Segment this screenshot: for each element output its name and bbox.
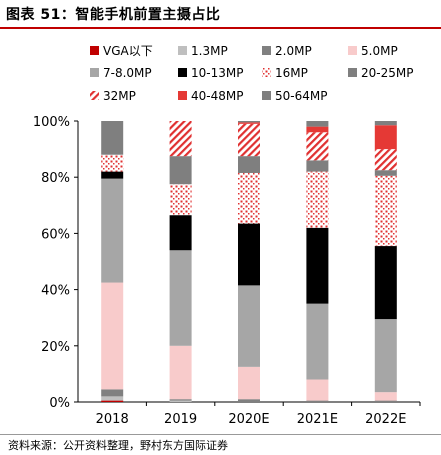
x-tick-label-2: 2020E — [228, 412, 269, 427]
bar-segment-2-8 — [238, 123, 260, 157]
bar-segment-4-8 — [374, 149, 397, 171]
x-tick-label-4: 2022E — [365, 412, 406, 427]
legend-label-9: 40-48MP — [191, 89, 243, 103]
bar-segment-1-6 — [169, 184, 192, 216]
bar-segment-4-2 — [374, 400, 397, 402]
bar-segment-3-7 — [306, 160, 329, 172]
bar-segment-4-6 — [374, 175, 397, 247]
bar-segment-1-3 — [169, 345, 192, 400]
bar-segment-4-9 — [374, 125, 397, 150]
bar-segment-1-2 — [169, 399, 192, 401]
source-divider — [0, 434, 441, 435]
bar-segment-3-8 — [306, 132, 329, 161]
bar-segment-4-5 — [374, 246, 397, 320]
bar-segment-3-10 — [306, 121, 329, 127]
bar-segment-3-9 — [306, 126, 329, 133]
legend-label-5: 10-13MP — [191, 66, 243, 80]
bar-segment-3-6 — [306, 171, 329, 228]
y-tick-label-4: 80% — [41, 171, 70, 186]
legend-label-2: 2.0MP — [275, 44, 312, 58]
y-tick-label-0: 0% — [49, 396, 70, 411]
legend-label-10: 50-64MP — [275, 89, 327, 103]
legend-swatch-10 — [262, 91, 271, 100]
bar-segment-3-2 — [306, 400, 329, 402]
bar-segment-0-7 — [101, 121, 124, 155]
y-tick-label-1: 20% — [41, 340, 70, 355]
legend-label-0: VGA以下 — [103, 44, 153, 58]
bar-segment-1-8 — [169, 121, 192, 157]
bar-segment-0-2 — [101, 389, 124, 397]
bar-segment-1-7 — [169, 156, 192, 185]
legend-swatch-7 — [348, 68, 357, 77]
x-tick-label-0: 2018 — [96, 412, 129, 427]
legend-swatch-3 — [348, 46, 357, 55]
bar-segment-1-1 — [169, 400, 192, 402]
legend-swatch-4 — [90, 68, 99, 77]
source-note: 资料来源：公开资料整理，野村东方国际证券 — [8, 439, 228, 452]
bar-segment-0-6 — [101, 154, 124, 172]
bar-segment-0-3 — [101, 282, 124, 390]
legend-label-1: 1.3MP — [191, 44, 228, 58]
bar-segment-2-4 — [238, 285, 260, 367]
chart-title: 图表 51：智能手机前置主摄占比 — [6, 7, 221, 23]
legend-label-7: 20-25MP — [361, 66, 413, 80]
legend-swatch-9 — [178, 91, 187, 100]
y-tick-label-2: 40% — [41, 284, 70, 299]
bar-segment-2-7 — [238, 156, 260, 173]
bar-segment-0-5 — [101, 171, 124, 179]
title-divider — [0, 27, 441, 29]
x-tick-label-3: 2021E — [297, 412, 338, 427]
bar-segment-2-10 — [238, 121, 260, 123]
bar-segment-2-6 — [238, 172, 260, 224]
bar-segment-4-4 — [374, 319, 397, 393]
legend-swatch-2 — [262, 46, 271, 55]
bar-segment-3-4 — [306, 303, 329, 380]
legend-swatch-5 — [178, 68, 187, 77]
legend-swatch-1 — [178, 46, 187, 55]
legend-label-4: 7-8.0MP — [103, 66, 152, 80]
legend-swatch-8 — [90, 91, 99, 100]
bar-segment-4-7 — [374, 170, 397, 176]
bar-segment-3-3 — [306, 379, 329, 401]
bar-segment-2-2 — [238, 399, 260, 402]
legend-swatch-0 — [90, 46, 99, 55]
bar-segment-2-3 — [238, 366, 260, 400]
bar-segment-2-9 — [238, 122, 260, 124]
bar-segment-1-5 — [169, 215, 192, 251]
legend-label-3: 5.0MP — [361, 44, 398, 58]
bar-segment-0-1 — [101, 396, 124, 401]
legend-label-6: 16MP — [275, 66, 308, 80]
bar-segment-4-10 — [374, 121, 397, 126]
bar-segment-0-0 — [101, 400, 124, 402]
bar-segment-2-5 — [238, 223, 260, 286]
bar-segment-1-4 — [169, 250, 192, 346]
bar-segment-3-5 — [306, 227, 329, 304]
x-tick-label-1: 2019 — [164, 412, 197, 427]
legend-label-8: 32MP — [103, 89, 136, 103]
bar-segment-4-3 — [374, 392, 397, 401]
bar-segment-0-4 — [101, 178, 124, 283]
y-tick-label-5: 100% — [33, 115, 70, 130]
legend-swatch-6 — [262, 68, 271, 77]
y-tick-label-3: 60% — [41, 227, 70, 242]
